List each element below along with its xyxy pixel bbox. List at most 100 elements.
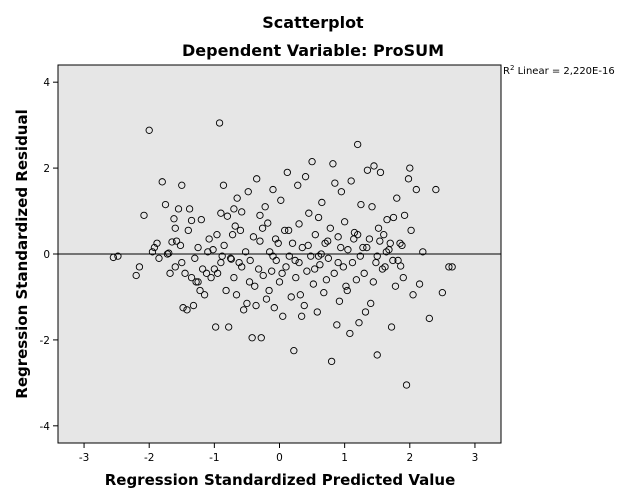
data-point — [227, 255, 235, 263]
data-point — [355, 319, 363, 327]
data-point — [343, 286, 351, 295]
data-point — [415, 280, 424, 288]
data-point — [356, 252, 364, 260]
data-point — [155, 254, 163, 262]
data-point — [168, 238, 176, 246]
data-point — [140, 211, 148, 219]
data-point — [192, 278, 200, 286]
data-point — [197, 215, 205, 224]
data-point — [389, 213, 398, 222]
data-point — [232, 291, 241, 299]
data-point — [281, 226, 289, 235]
data-point — [198, 265, 207, 273]
data-point — [320, 289, 328, 297]
data-point — [150, 243, 159, 252]
data-point — [183, 306, 191, 314]
data-point — [189, 301, 198, 310]
data-point — [295, 258, 303, 267]
data-point — [135, 263, 144, 271]
y-tick-label: -2 — [40, 335, 50, 347]
data-point — [400, 211, 409, 219]
data-point — [326, 224, 334, 232]
data-point — [373, 351, 381, 359]
data-point — [245, 278, 254, 286]
data-point — [407, 226, 415, 235]
data-point — [220, 241, 228, 250]
data-point — [292, 273, 300, 282]
data-point — [207, 273, 215, 282]
data-point — [359, 243, 367, 252]
data-point — [295, 220, 303, 228]
data-point — [300, 301, 308, 310]
data-point — [333, 321, 341, 329]
data-point — [212, 323, 220, 331]
data-point — [161, 200, 170, 209]
data-point — [391, 282, 400, 290]
data-point — [412, 185, 420, 194]
data-point — [297, 312, 306, 320]
data-point — [307, 252, 315, 260]
data-point — [334, 233, 342, 241]
data-point — [240, 306, 248, 314]
data-point — [264, 219, 272, 227]
data-point — [187, 273, 196, 282]
data-point — [236, 226, 245, 235]
data-point — [256, 237, 264, 245]
data-point — [317, 250, 325, 258]
data-point — [381, 263, 389, 271]
data-point — [275, 278, 284, 286]
data-point — [301, 173, 310, 181]
data-point — [248, 334, 256, 342]
data-point — [181, 269, 189, 277]
data-point — [238, 208, 246, 216]
y-tick-label: -4 — [40, 421, 51, 433]
y-tick-label: 2 — [43, 163, 50, 175]
data-point — [376, 168, 385, 177]
data-point — [213, 231, 221, 239]
data-point — [425, 314, 433, 323]
data-point — [294, 181, 302, 189]
data-point — [279, 312, 287, 320]
data-point — [278, 269, 286, 277]
data-point — [339, 263, 347, 271]
data-point — [397, 262, 405, 270]
data-point — [348, 258, 357, 267]
data-point — [274, 239, 282, 247]
data-point — [283, 168, 291, 177]
data-point — [235, 258, 243, 267]
data-point — [383, 215, 391, 224]
data-point — [172, 237, 181, 245]
data-point — [200, 291, 209, 299]
data-point — [311, 265, 319, 273]
axis-ticks: -3 -2 -1 0 1 2 3 -4 -2 0 2 4 — [40, 77, 479, 464]
data-point — [324, 237, 332, 245]
data-point — [165, 249, 173, 257]
data-point — [269, 252, 277, 260]
data-point — [268, 267, 276, 275]
data-point — [354, 140, 362, 149]
x-axis-label: Regression Standardized Predicted Value — [105, 471, 456, 489]
data-point — [448, 263, 456, 271]
data-point — [259, 271, 267, 280]
data-point — [246, 256, 254, 265]
data-point — [360, 269, 368, 277]
data-point — [184, 226, 192, 235]
data-point — [233, 194, 241, 202]
data-point — [354, 231, 362, 239]
data-point — [322, 276, 331, 284]
data-point — [340, 218, 349, 226]
data-point — [132, 271, 140, 280]
x-tick-label: -3 — [79, 452, 89, 464]
y-tick-label: 0 — [43, 249, 50, 261]
x-tick-label: 2 — [406, 452, 413, 464]
data-point — [205, 235, 213, 243]
x-tick-label: 1 — [341, 452, 348, 464]
data-point — [404, 175, 413, 183]
data-point — [231, 222, 239, 230]
data-point — [243, 299, 251, 308]
data-point — [363, 243, 371, 252]
data-point — [251, 282, 259, 290]
data-point — [402, 381, 411, 389]
data-point — [316, 261, 324, 269]
